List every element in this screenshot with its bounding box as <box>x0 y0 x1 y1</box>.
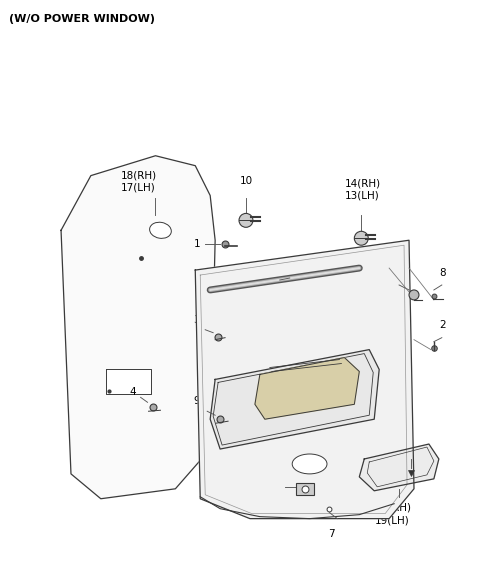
Ellipse shape <box>150 222 171 238</box>
Text: 21: 21 <box>415 447 428 457</box>
Circle shape <box>409 290 419 300</box>
Circle shape <box>354 231 368 245</box>
Text: (W/O POWER WINDOW): (W/O POWER WINDOW) <box>9 14 156 24</box>
Text: 10: 10 <box>240 176 252 185</box>
Text: 9: 9 <box>193 396 200 406</box>
Text: 2: 2 <box>440 320 446 330</box>
Text: 11(RH)
10(LH): 11(RH) 10(LH) <box>248 270 284 293</box>
Text: 14(RH)
13(LH): 14(RH) 13(LH) <box>344 178 381 201</box>
Text: 8: 8 <box>440 268 446 278</box>
Text: 18(RH)
17(LH): 18(RH) 17(LH) <box>120 170 157 193</box>
Ellipse shape <box>292 454 327 474</box>
Polygon shape <box>255 358 360 419</box>
Polygon shape <box>106 370 151 394</box>
Text: 4: 4 <box>129 388 136 397</box>
Text: 3: 3 <box>193 315 200 325</box>
Polygon shape <box>360 444 439 491</box>
Circle shape <box>239 214 253 227</box>
Text: 5: 5 <box>403 268 409 278</box>
Bar <box>296 483 313 495</box>
Polygon shape <box>195 240 414 519</box>
Polygon shape <box>61 156 215 499</box>
Polygon shape <box>210 350 379 449</box>
Text: 6: 6 <box>270 481 277 491</box>
Text: 20(RH)
19(LH): 20(RH) 19(LH) <box>375 503 411 525</box>
Text: 1: 1 <box>193 239 200 249</box>
Text: 7: 7 <box>328 529 335 538</box>
